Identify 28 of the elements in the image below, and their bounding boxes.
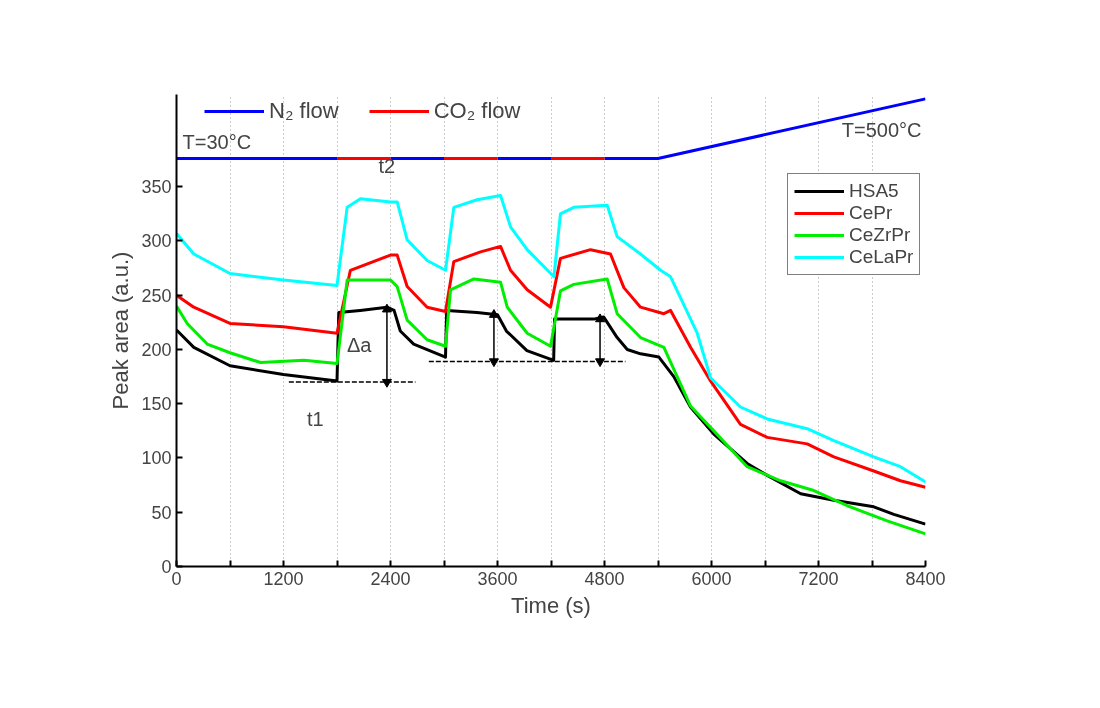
- x-tick-label: 1200: [263, 568, 304, 589]
- y-tick-label: 250: [141, 285, 172, 306]
- y-tick-label: 50: [151, 502, 172, 523]
- y-tick-label: 200: [141, 339, 172, 360]
- x-tick-label: 6000: [691, 568, 732, 589]
- y-tick-label: 150: [141, 394, 172, 415]
- annotation: Δa: [346, 334, 373, 357]
- legend-label: N₂ flow: [269, 98, 339, 124]
- annotation: T=500°C: [841, 118, 922, 141]
- annotation: T=30°C: [182, 130, 252, 153]
- legend-label: HSA5: [849, 180, 899, 202]
- y-tick-label: 100: [141, 448, 172, 469]
- legend-label: CeLaPr: [849, 246, 914, 268]
- x-tick-label: 3600: [477, 568, 518, 589]
- annotation: t2: [378, 154, 396, 177]
- line-series: [176, 244, 926, 489]
- y-axis-title: Peak area (a.u.): [108, 251, 134, 410]
- legend-label: CeZrPr: [849, 224, 911, 246]
- y-tick-label: 300: [141, 231, 172, 252]
- x-tick-label: 8400: [905, 568, 946, 589]
- x-tick-label: 2400: [370, 568, 411, 589]
- annotation: t1: [307, 408, 324, 431]
- x-tick-label: 7200: [798, 568, 839, 589]
- legend-label: CO₂ flow: [433, 98, 521, 124]
- legend-label: CePr: [849, 202, 893, 224]
- y-tick-label: 350: [141, 177, 172, 198]
- x-axis-title: Time (s): [511, 592, 591, 618]
- x-tick-label: 4800: [584, 568, 625, 589]
